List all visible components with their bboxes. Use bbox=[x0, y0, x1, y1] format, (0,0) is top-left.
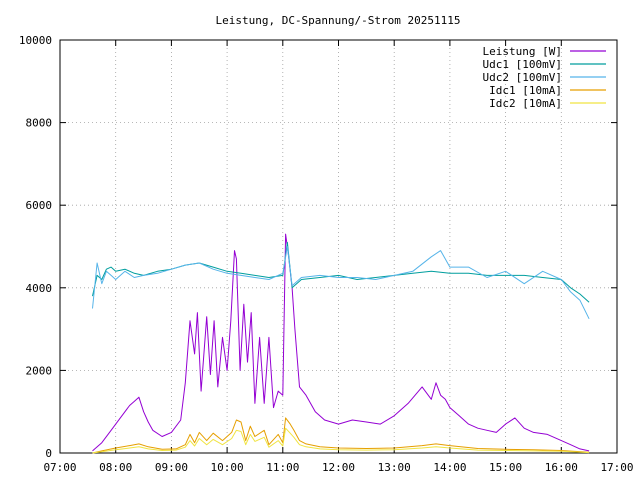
x-tick-label: 14:00 bbox=[433, 461, 466, 474]
y-tick-label: 0 bbox=[45, 447, 52, 460]
x-tick-label: 17:00 bbox=[600, 461, 633, 474]
x-tick-label: 13:00 bbox=[378, 461, 411, 474]
x-axis: 07:00 08:00 09:00 10:00 11:00 12:00 13:00 14:00… bbox=[43, 40, 634, 474]
y-tick-label: 2000 bbox=[26, 364, 53, 377]
y-tick-label: 6000 bbox=[26, 199, 53, 212]
legend-label: Leistung [W] bbox=[483, 45, 562, 58]
series-line-4 bbox=[92, 417, 590, 454]
y-tick-label: 10000 bbox=[19, 34, 52, 47]
legend-label: Idc1 [10mA] bbox=[489, 84, 562, 97]
x-tick-label: 16:00 bbox=[545, 461, 578, 474]
x-tick-label: 08:00 bbox=[99, 461, 132, 474]
x-tick-label: 07:00 bbox=[43, 461, 76, 474]
legend-label: Udc1 [100mV] bbox=[483, 58, 562, 71]
x-tick-label: 09:00 bbox=[155, 461, 188, 474]
y-tick-label: 8000 bbox=[26, 117, 53, 130]
y-tick-label: 4000 bbox=[26, 282, 53, 295]
series-line-5 bbox=[92, 427, 590, 454]
x-tick-label: 10:00 bbox=[211, 461, 244, 474]
series-line-2 bbox=[92, 241, 590, 303]
legend-label: Idc2 [10mA] bbox=[489, 97, 562, 110]
series-lines bbox=[92, 233, 590, 454]
series-line-1 bbox=[92, 233, 590, 452]
legend-label: Udc2 [100mV] bbox=[483, 71, 562, 84]
y-axis: 0 2000 4000 6000 8000 10000 bbox=[19, 34, 617, 460]
legend: Leistung [W]Udc1 [100mV]Udc2 [100mV]Idc1… bbox=[483, 45, 606, 110]
chart-title: Leistung, DC-Spannung/-Strom 20251115 bbox=[215, 14, 460, 27]
x-tick-label: 15:00 bbox=[489, 461, 522, 474]
x-tick-label: 12:00 bbox=[322, 461, 355, 474]
x-tick-label: 11:00 bbox=[266, 461, 299, 474]
series-line-3 bbox=[92, 246, 590, 320]
